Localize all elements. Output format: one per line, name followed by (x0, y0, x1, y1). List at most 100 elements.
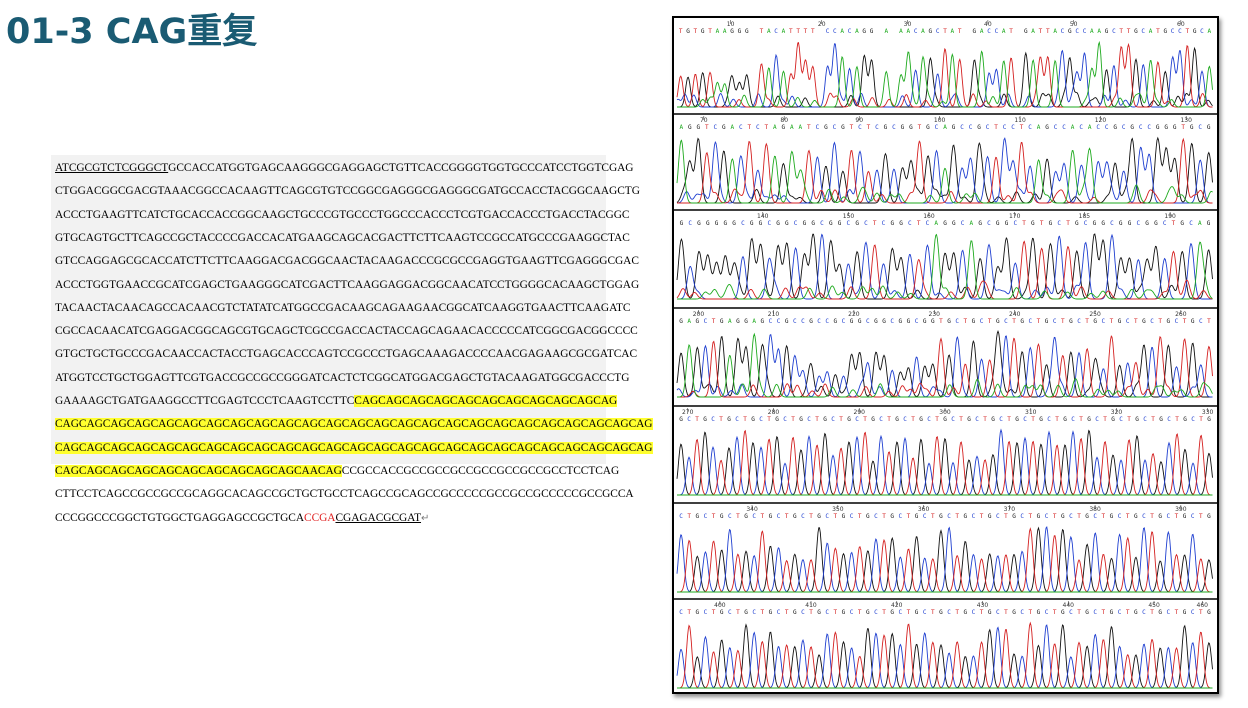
base-call: C (735, 416, 739, 423)
base-call: T (931, 513, 935, 520)
position-label: 370 (1004, 506, 1016, 513)
base-call: T (955, 513, 959, 520)
base-call: G (1207, 513, 1211, 520)
base-call: C (1077, 318, 1081, 325)
base-call: G (919, 416, 923, 423)
sequencing-chromatogram: 10 20 30 40 50 60 T G T G T A A G G G T A C A T T T T C C A C A G G A A A… (672, 16, 1219, 694)
sequence-line: CCCGGCCCGGCTGTGGCTGAGGAGCCGCTGCACCGACGAG… (55, 507, 429, 530)
base-call: T (1199, 513, 1203, 520)
base-call: A (943, 124, 947, 131)
base-call: T (911, 416, 915, 423)
base-call: G (871, 416, 875, 423)
base-call: C (679, 513, 683, 520)
base-call: G (841, 124, 845, 131)
base-call: C (1143, 416, 1147, 423)
sequence-line: CAGCAGCAGCAGCAGCAGCAGCAGCAGCAGCAGCAGCAGC… (55, 413, 653, 436)
base-call: T (736, 609, 740, 616)
position-label: 120 (1095, 117, 1107, 124)
base-call: C (923, 609, 927, 616)
sequence-segment: GAAAAGCTGATGAAGGCCTTCGAGTCCCTCAAGTCCTTC (55, 395, 355, 407)
base-call: C (1150, 318, 1154, 325)
base-call: T (882, 609, 886, 616)
base-call: T (1175, 416, 1179, 423)
base-call: G (744, 609, 748, 616)
base-call: T (1183, 318, 1187, 325)
base-call: G (939, 513, 943, 520)
base-call: C (1175, 318, 1179, 325)
base-call: C (1105, 124, 1109, 131)
position-label: 20 (818, 21, 826, 28)
base-call: G (963, 609, 967, 616)
position-label: 450 (1148, 602, 1160, 609)
sequence-line: GTGCTGCTGCCCGACAACCACTACCTGAGCACCCAGTCCG… (55, 343, 637, 366)
base-call: G (1015, 416, 1019, 423)
base-call: T (1031, 416, 1035, 423)
base-call: C (1020, 513, 1024, 520)
base-call: C (1191, 513, 1195, 520)
base-call: T (1085, 318, 1089, 325)
position-label: 350 (832, 506, 844, 513)
trace-G (676, 330, 1213, 398)
base-call: G (996, 220, 1000, 227)
base-call: T (907, 513, 911, 520)
base-call: A (1088, 124, 1092, 131)
base-call: C (899, 609, 903, 616)
base-call: G (1110, 513, 1114, 520)
base-call: C (752, 513, 756, 520)
base-call: G (952, 220, 956, 227)
base-call: T (1053, 513, 1057, 520)
base-call: G (1037, 609, 1041, 616)
base-call: C (892, 124, 896, 131)
position-label: 100 (934, 117, 946, 124)
base-call: T (834, 609, 838, 616)
sequence-line: ATCGCGTCTCGGGCTGCCACCATGGTGAGCAAGGGCGAGG… (55, 157, 634, 180)
base-call: G (803, 220, 807, 227)
base-call: G (996, 318, 1000, 325)
base-call: G (1190, 124, 1194, 131)
base-call: A (679, 124, 683, 131)
base-call: T (935, 416, 939, 423)
base-call: C (1075, 28, 1079, 35)
position-label: 400 (714, 602, 726, 609)
base-call: C (1118, 513, 1122, 520)
base-call: G (680, 220, 684, 227)
base-call: T (736, 513, 740, 520)
base-call: C (825, 609, 829, 616)
base-call: G (732, 220, 736, 227)
base-call: T (712, 318, 716, 325)
base-call: C (890, 318, 894, 325)
base-call: C (864, 220, 868, 227)
base-call: A (782, 28, 786, 35)
base-call: T (765, 124, 769, 131)
base-call: G (679, 416, 683, 423)
base-call: T (789, 28, 793, 35)
base-call: G (1020, 318, 1024, 325)
base-call: G (817, 513, 821, 520)
base-call: C (1112, 28, 1116, 35)
base-call: G (1119, 220, 1123, 227)
base-call: C (875, 124, 879, 131)
sequence-segment: GCCACCATGGTGAGCAAGGGCGAGGAGCTGTTCACCGGGG… (168, 162, 634, 174)
base-call: G (793, 609, 797, 616)
base-call: T (791, 416, 795, 423)
base-call: T (1004, 609, 1008, 616)
position-label: 110 (1014, 117, 1026, 124)
base-call: C (1110, 220, 1114, 227)
base-call: G (809, 318, 813, 325)
base-call: C (1167, 513, 1171, 520)
base-call: T (1127, 416, 1131, 423)
position-label: 230 (929, 311, 941, 318)
base-call: T (760, 28, 764, 35)
base-call: G (1075, 220, 1079, 227)
base-call: G (1087, 416, 1091, 423)
base-call: G (686, 28, 690, 35)
base-call: C (1119, 416, 1123, 423)
base-call: G (1005, 220, 1009, 227)
base-call: T (1150, 609, 1154, 616)
cag-repeat-highlight: CAGCAGCAGCAGCAGCAGCAGCAGCAGCAGCAGCAGCAGC… (55, 418, 653, 431)
base-call: G (931, 318, 935, 325)
position-label: 240 (1009, 311, 1021, 318)
base-call: T (1040, 220, 1044, 227)
